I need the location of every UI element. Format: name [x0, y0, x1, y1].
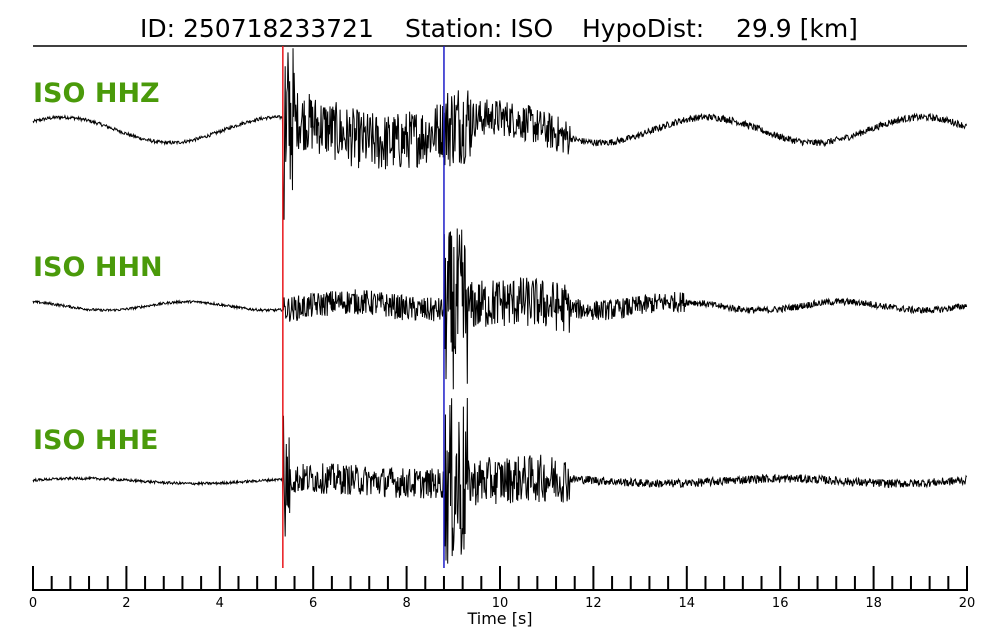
x-axis-label: Time [s] — [466, 609, 532, 628]
x-tick-label: 10 — [492, 596, 509, 611]
x-tick-label: 0 — [29, 596, 37, 611]
x-axis: 0 2 4 6 8 10 12 14 16 18 20 — [29, 566, 975, 611]
channel-label: ISO HHE — [33, 425, 158, 456]
waveform-line — [32, 228, 968, 390]
trace-group: ISO HHN — [32, 228, 968, 390]
x-tick-label: 8 — [402, 596, 410, 611]
x-tick-label: 2 — [122, 596, 130, 611]
waveform-line — [32, 48, 968, 220]
channel-label: ISO HHN — [33, 252, 163, 283]
traces-group: ISO HHZ ISO HHN ISO HHE — [32, 48, 968, 564]
title-station: Station: ISO — [405, 14, 553, 43]
title-id: ID: 250718233721 — [140, 14, 374, 43]
channel-label: ISO HHZ — [33, 78, 160, 109]
x-tick-label: 16 — [772, 596, 789, 611]
trace-group: ISO HHZ — [32, 48, 968, 220]
x-tick-label: 20 — [959, 596, 976, 611]
trace-group: ISO HHE — [32, 397, 968, 564]
title-hypodist: HypoDist: 29.9 [km] — [582, 14, 858, 43]
x-tick-label: 12 — [585, 596, 602, 611]
x-tick-label: 18 — [865, 596, 882, 611]
picks-group — [282, 46, 445, 568]
x-tick-label: 6 — [309, 596, 317, 611]
waveform-line — [32, 397, 968, 564]
x-tick-label: 14 — [679, 596, 696, 611]
x-tick-label: 4 — [216, 596, 224, 611]
